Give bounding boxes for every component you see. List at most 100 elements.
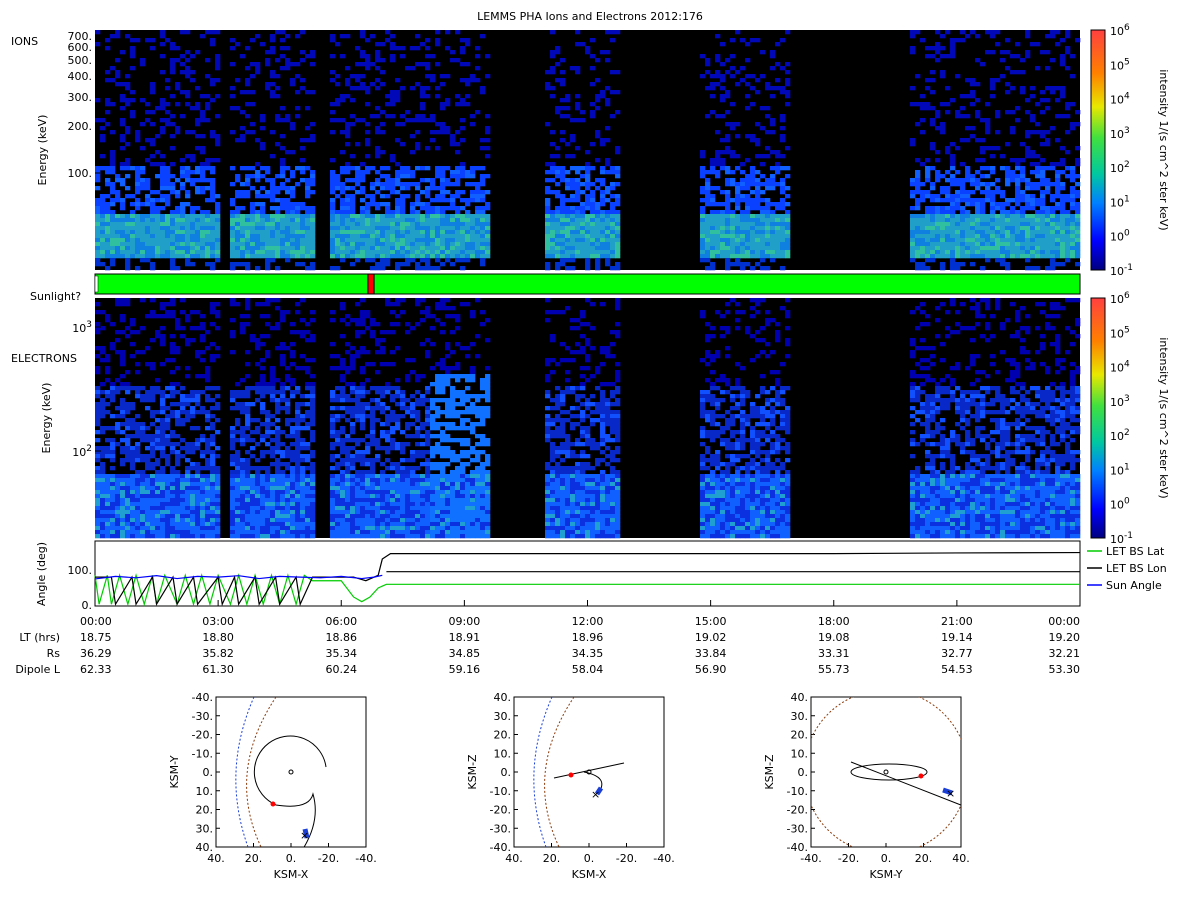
spectrogram-cell	[255, 442, 261, 447]
spectrogram-cell	[195, 166, 201, 171]
spectrogram-cell	[780, 246, 786, 251]
spectrogram-cell	[405, 110, 411, 115]
spectrogram-cell	[245, 298, 251, 303]
spectrogram-cell	[95, 466, 101, 471]
spectrogram-cell	[465, 222, 471, 227]
spectrogram-cell	[485, 254, 491, 259]
spectrogram-cell	[595, 94, 601, 99]
spectrogram-cell	[160, 398, 166, 403]
spectrogram-cell	[930, 90, 936, 95]
spectrogram-cell	[375, 146, 381, 151]
spectrogram-cell	[100, 510, 106, 515]
spectrogram-cell	[610, 186, 616, 191]
spectrogram-cell	[185, 374, 191, 379]
spectrogram-cell	[275, 254, 281, 259]
spectrogram-cell	[1045, 246, 1051, 251]
spectrogram-cell	[440, 82, 446, 87]
spectrogram-cell	[1030, 182, 1036, 187]
spectrogram-cell	[270, 450, 276, 455]
spectrogram-cell	[735, 234, 741, 239]
spectrogram-cell	[920, 106, 926, 111]
spectrogram-cell	[310, 174, 316, 179]
spectrogram-cell	[385, 102, 391, 107]
spectrogram-cell	[265, 470, 271, 475]
spectrogram-cell	[175, 454, 181, 459]
spectrogram-cell	[765, 226, 771, 231]
spectrogram-cell	[230, 210, 236, 215]
spectrogram-cell	[590, 222, 596, 227]
spectrogram-cell	[210, 98, 216, 103]
spectrogram-cell	[1005, 82, 1011, 87]
spectrogram-cell	[155, 418, 161, 423]
spectrogram-cell	[110, 390, 116, 395]
spectrogram-cell	[750, 230, 756, 235]
spectrogram-cell	[595, 230, 601, 235]
spectrogram-cell	[200, 410, 206, 415]
spectrogram-cell	[375, 234, 381, 239]
spectrogram-cell	[750, 266, 756, 271]
spectrogram-cell	[205, 482, 211, 487]
spectrogram-cell	[175, 434, 181, 439]
spectrogram-cell	[700, 174, 706, 179]
spectrogram-cell	[735, 254, 741, 259]
spectrogram-cell	[550, 246, 556, 251]
spectrogram-cell	[170, 530, 176, 535]
spectrogram-cell	[230, 470, 236, 475]
spectrogram-cell	[190, 246, 196, 251]
spectrogram-cell	[965, 222, 971, 227]
spectrogram-cell	[275, 222, 281, 227]
spectrogram-cell	[910, 246, 916, 251]
spectrogram-cell	[305, 222, 311, 227]
spectrogram-cell	[260, 226, 266, 231]
spectrogram-cell	[450, 218, 456, 223]
spectrogram-cell	[260, 502, 266, 507]
spectrogram-cell	[925, 242, 931, 247]
spectrogram-cell	[110, 414, 116, 419]
spectrogram-cell	[125, 418, 131, 423]
spectrogram-cell	[930, 166, 936, 171]
spectrogram-cell	[190, 154, 196, 159]
spectrogram-cell	[295, 262, 301, 267]
spectrogram-cell	[255, 250, 261, 255]
spectrogram-cell	[265, 230, 271, 235]
spectrogram-cell	[700, 190, 706, 195]
spectrogram-cell	[255, 430, 261, 435]
spectrogram-cell	[395, 254, 401, 259]
spectrogram-cell	[125, 474, 131, 479]
spectrogram-cell	[95, 446, 101, 451]
spectrogram-cell	[380, 238, 386, 243]
spectrogram-cell	[120, 422, 126, 427]
spectrogram-cell	[345, 206, 351, 211]
spectrogram-cell	[290, 186, 296, 191]
spectrogram-cell	[340, 234, 346, 239]
spectrogram-cell	[110, 342, 116, 347]
spectrogram-cell	[595, 186, 601, 191]
spectrogram-cell	[570, 226, 576, 231]
spectrogram-cell	[105, 246, 111, 251]
spectrogram-cell	[355, 246, 361, 251]
spectrogram-cell	[110, 246, 116, 251]
spectrogram-cell	[190, 398, 196, 403]
spectrogram-cell	[765, 250, 771, 255]
spectrogram-cell	[140, 394, 146, 399]
spectrogram-cell	[570, 206, 576, 211]
spectrogram-cell	[265, 242, 271, 247]
spectrogram-cell	[405, 194, 411, 199]
spectrogram-cell	[955, 178, 961, 183]
spectrogram-cell	[175, 414, 181, 419]
spectrogram-cell	[960, 106, 966, 111]
spectrogram-cell	[105, 238, 111, 243]
spectrogram-cell	[565, 106, 571, 111]
spectrogram-cell	[265, 238, 271, 243]
spectrogram-cell	[135, 450, 141, 455]
spectrogram-cell	[780, 182, 786, 187]
spectrogram-cell	[135, 486, 141, 491]
spectrogram-cell	[455, 222, 461, 227]
spectrogram-cell	[295, 206, 301, 211]
spectrogram-cell	[170, 70, 176, 75]
spectrogram-cell	[1000, 166, 1006, 171]
spectrogram-cell	[180, 238, 186, 243]
spectrogram-cell	[730, 210, 736, 215]
spectrogram-cell	[160, 102, 166, 107]
spectrogram-cell	[1030, 162, 1036, 167]
